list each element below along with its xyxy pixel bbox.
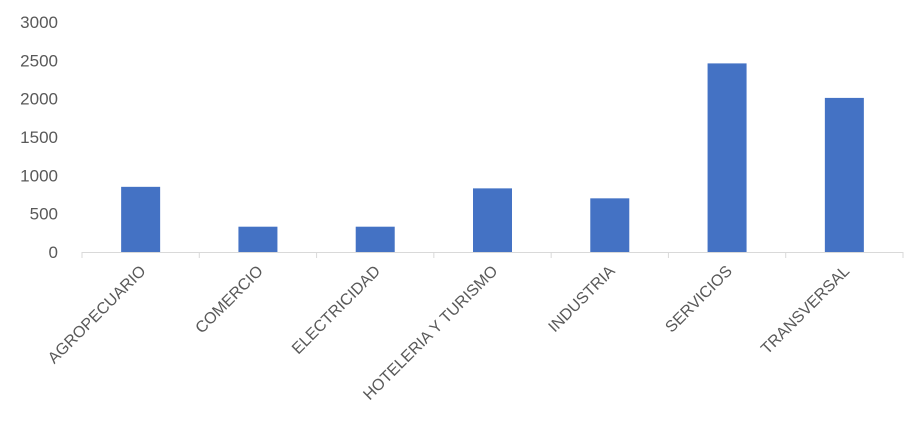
- x-category-label: INDUSTRIA: [546, 263, 619, 336]
- x-axis-labels: AGROPECUARIO COMERCIO ELECTRICIDADHOTELERI…: [45, 263, 853, 404]
- bar: [355, 226, 395, 252]
- y-tick-label: 1000: [20, 166, 58, 185]
- y-tick-label: 2500: [20, 51, 58, 70]
- bars: [121, 63, 864, 253]
- x-axis-tickmarks: [81, 252, 904, 258]
- y-tick-label: 500: [30, 205, 58, 224]
- x-category-label: AGROPECUARIO: [45, 263, 149, 367]
- bar: [238, 226, 278, 252]
- x-category-label: COMERCIO: [193, 263, 267, 337]
- bar: [590, 198, 630, 252]
- bar: [121, 186, 161, 252]
- y-tick-label: 1500: [20, 128, 58, 147]
- y-axis-ticks: 0 500 1000 1500 2000 2500 3000: [20, 13, 58, 262]
- y-tick-label: 2000: [20, 90, 58, 109]
- bar: [473, 188, 512, 252]
- y-tick-label: 0: [49, 243, 58, 262]
- x-category-label: ELECTRICIDAD: [289, 263, 384, 358]
- x-category-label: HOTELERIA Y TURISMO: [360, 263, 501, 404]
- bar: [824, 97, 864, 253]
- x-category-label: SERVICIOS: [662, 263, 735, 336]
- y-tick-label: 3000: [20, 13, 58, 32]
- x-category-label: TRANSVERSAL: [758, 263, 853, 358]
- bar: [707, 63, 747, 253]
